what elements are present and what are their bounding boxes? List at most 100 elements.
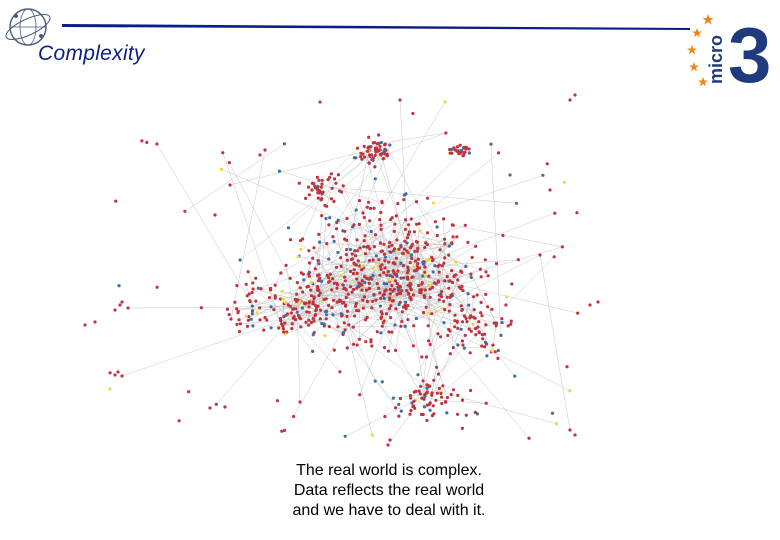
- graph-node: [363, 234, 367, 238]
- graph-node: [296, 255, 300, 259]
- graph-node: [343, 275, 347, 279]
- graph-node: [254, 276, 258, 280]
- graph-node: [227, 313, 231, 317]
- graph-node: [406, 268, 410, 272]
- graph-node: [177, 419, 181, 423]
- graph-node: [538, 253, 542, 257]
- graph-node: [508, 173, 512, 177]
- graph-node: [413, 249, 417, 253]
- graph-node: [343, 328, 347, 332]
- graph-node: [395, 238, 399, 242]
- graph-node: [328, 272, 332, 276]
- graph-node: [409, 296, 413, 300]
- graph-node: [282, 142, 286, 146]
- graph-node: [334, 265, 338, 269]
- graph-node: [438, 248, 442, 252]
- graph-node: [374, 254, 378, 258]
- graph-nodes: [83, 93, 600, 447]
- graph-node: [484, 270, 488, 274]
- graph-node: [562, 180, 567, 184]
- graph-node: [545, 162, 549, 166]
- graph-node: [568, 389, 572, 393]
- graph-node: [425, 386, 429, 390]
- graph-node: [284, 300, 288, 305]
- graph-node: [379, 153, 383, 157]
- graph-node: [378, 291, 382, 295]
- graph-node: [120, 300, 124, 304]
- graph-node: [315, 175, 319, 179]
- graph-node: [305, 310, 309, 314]
- graph-node: [309, 320, 313, 325]
- graph-node: [379, 141, 383, 145]
- graph-node: [548, 188, 552, 192]
- graph-node: [282, 330, 286, 334]
- graph-node: [404, 300, 408, 304]
- graph-node: [443, 279, 447, 283]
- graph-node: [279, 318, 283, 323]
- graph-node: [390, 243, 394, 247]
- graph-node: [446, 333, 450, 338]
- graph-node: [318, 317, 322, 321]
- graph-node: [269, 326, 273, 330]
- graph-node: [353, 304, 358, 308]
- graph-node: [363, 318, 368, 322]
- graph-node: [290, 327, 294, 331]
- graph-node: [263, 316, 267, 320]
- graph-node: [389, 304, 393, 308]
- graph-node: [399, 261, 403, 265]
- graph-node: [382, 296, 386, 300]
- graph-node: [486, 274, 490, 278]
- graph-node: [288, 304, 292, 309]
- graph-node: [393, 279, 398, 283]
- graph-node: [319, 185, 323, 189]
- graph-node: [430, 255, 434, 259]
- graph-node: [345, 346, 349, 350]
- graph-node: [306, 284, 311, 288]
- graph-node: [472, 315, 476, 319]
- graph-node: [437, 263, 441, 267]
- graph-node: [494, 262, 499, 266]
- graph-node: [427, 339, 431, 343]
- graph-node: [304, 196, 308, 200]
- graph-node: [388, 292, 392, 296]
- graph-node: [435, 391, 439, 395]
- graph-node: [357, 337, 362, 341]
- graph-node: [214, 402, 218, 406]
- graph-node: [387, 278, 391, 282]
- graph-node: [456, 149, 460, 153]
- graph-node: [361, 306, 365, 310]
- graph-node: [316, 304, 320, 308]
- graph-node: [309, 288, 313, 292]
- caption-line-1: The real world is complex.: [296, 462, 482, 479]
- graph-node: [250, 290, 254, 295]
- graph-node: [297, 314, 301, 318]
- graph-node: [265, 318, 269, 322]
- graph-node: [373, 177, 377, 181]
- graph-node: [307, 305, 311, 309]
- graph-node: [428, 287, 432, 291]
- graph-node: [405, 271, 410, 275]
- logo-number: 3: [728, 11, 771, 92]
- graph-node: [414, 200, 419, 204]
- graph-node: [382, 242, 386, 246]
- graph-node: [263, 148, 267, 152]
- graph-node: [413, 264, 417, 268]
- graph-node: [316, 279, 321, 283]
- graph-node: [405, 275, 410, 279]
- graph-node: [469, 329, 473, 333]
- graph-node: [312, 246, 316, 250]
- graph-node: [258, 306, 262, 310]
- graph-node: [480, 314, 484, 318]
- graph-node: [411, 293, 416, 297]
- graph-node: [298, 299, 302, 303]
- graph-node: [491, 343, 495, 347]
- graph-node: [415, 240, 419, 244]
- graph-node: [417, 222, 421, 226]
- graph-node: [357, 222, 361, 226]
- graph-node: [323, 203, 327, 208]
- graph-node: [418, 266, 422, 270]
- graph-node: [427, 274, 431, 278]
- graph-node: [307, 193, 311, 197]
- graph-node: [467, 303, 471, 307]
- graph-node: [453, 325, 457, 329]
